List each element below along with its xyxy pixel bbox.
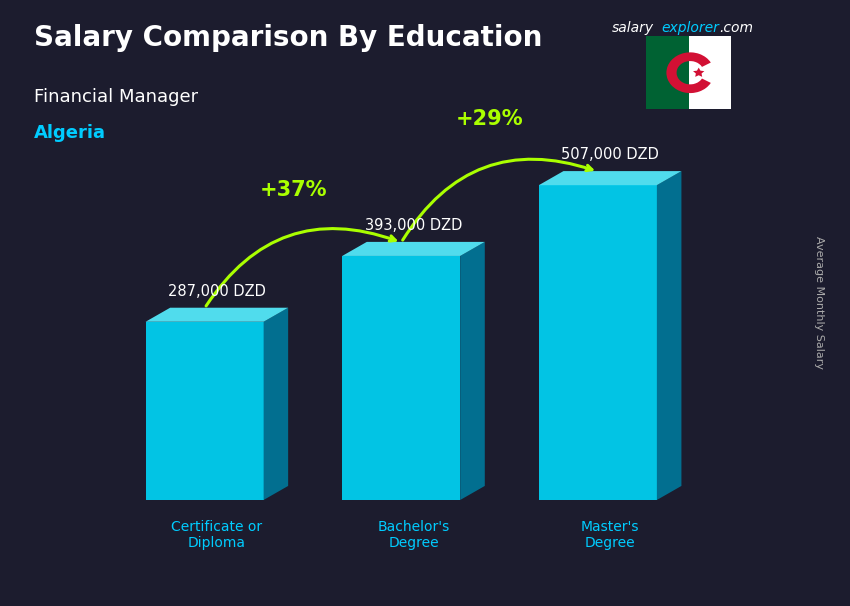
Text: 393,000 DZD: 393,000 DZD [365,218,462,233]
Polygon shape [539,185,657,500]
Text: Master's
Degree: Master's Degree [581,520,639,550]
Polygon shape [693,68,705,77]
Text: explorer: explorer [661,21,719,35]
Polygon shape [343,242,484,256]
Text: Average Monthly Salary: Average Monthly Salary [814,236,824,370]
Polygon shape [460,242,484,500]
Text: Financial Manager: Financial Manager [34,88,198,106]
Polygon shape [343,256,460,500]
Bar [688,36,731,109]
Wedge shape [666,52,711,93]
Text: +37%: +37% [259,180,326,200]
Polygon shape [145,308,288,322]
Polygon shape [539,171,682,185]
Polygon shape [264,308,288,500]
Text: 507,000 DZD: 507,000 DZD [561,147,659,162]
Text: Salary Comparison By Education: Salary Comparison By Education [34,24,542,52]
Text: Certificate or
Diploma: Certificate or Diploma [172,520,263,550]
Text: +29%: +29% [456,109,524,129]
Text: Bachelor's
Degree: Bachelor's Degree [377,520,450,550]
Text: Algeria: Algeria [34,124,106,142]
Polygon shape [657,171,682,500]
Text: 287,000 DZD: 287,000 DZD [168,284,266,299]
Bar [646,36,688,109]
Polygon shape [145,322,264,500]
Text: .com: .com [719,21,753,35]
Text: salary: salary [612,21,654,35]
